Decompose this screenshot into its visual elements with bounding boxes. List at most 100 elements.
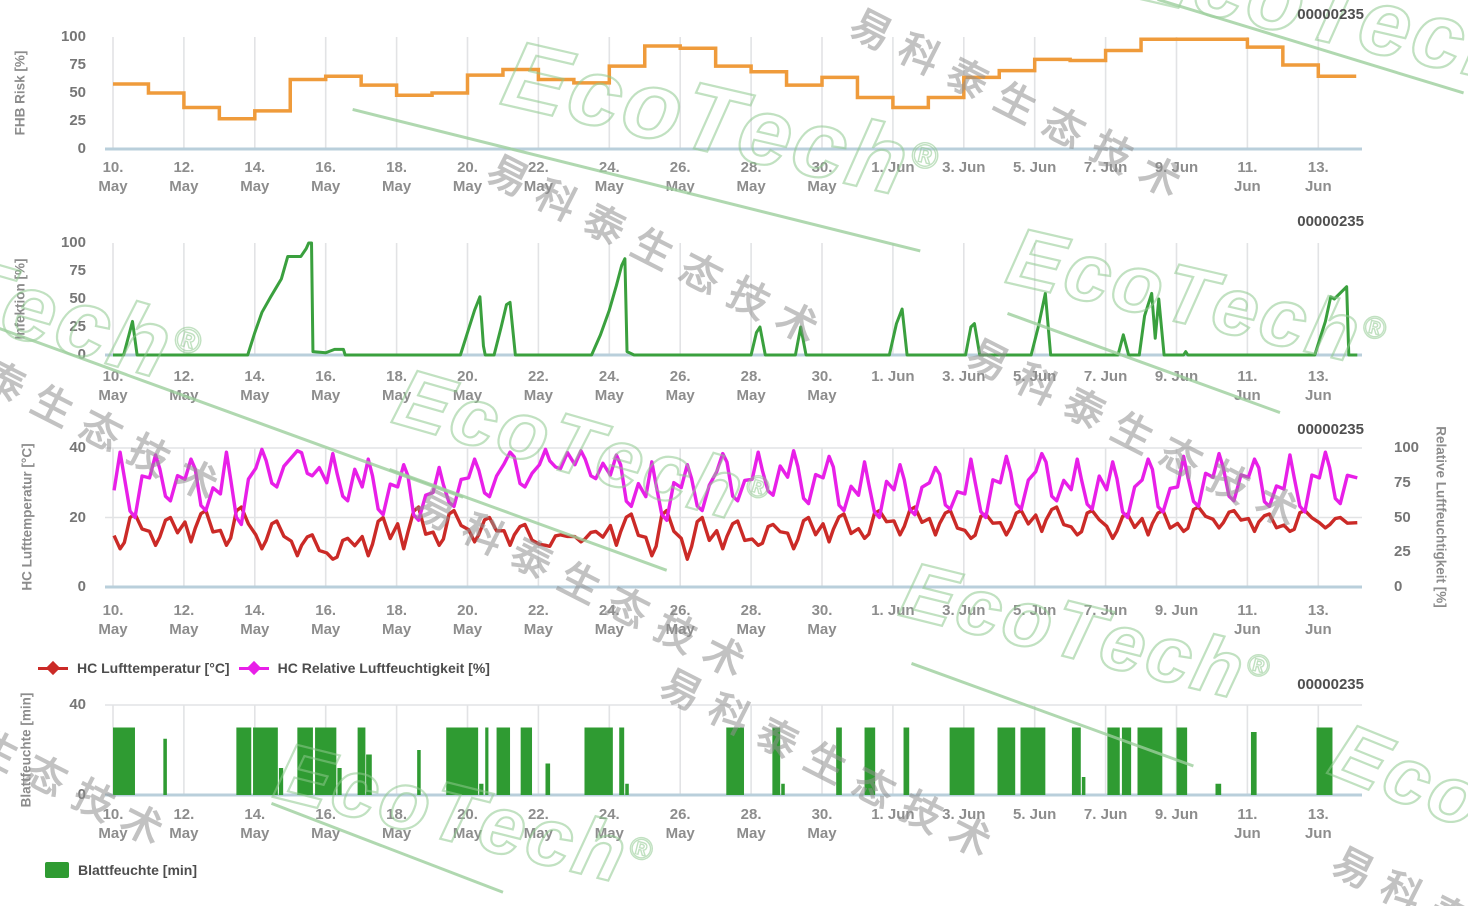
leaf-wetness-bar [545, 763, 551, 795]
chart3-date-label: 3. Jun [942, 602, 986, 619]
leaf-wetness-bar [625, 783, 629, 795]
chart1-date-label: 12. May [169, 159, 199, 195]
chart4-date-label: 16. May [311, 806, 341, 842]
chart1-date-label: 11. Jun [1234, 159, 1261, 195]
chart3-right-ytick-25: 25 [1394, 543, 1411, 561]
leaf-wetness-bar [864, 727, 876, 795]
leaf-wetness-bar [253, 727, 278, 795]
leaf-wetness-bar [1020, 727, 1046, 795]
chart3-date-label: 20. May [452, 602, 483, 638]
chart1-date-label: 28. May [736, 159, 766, 195]
chart1-date-label: 3. Jun [942, 159, 986, 176]
humidity-legend-diamond [246, 660, 261, 676]
humidity-legend-label: HC Relative Luftfeuchtigkeit [%] [277, 660, 490, 676]
chart2-date-label: 24. May [594, 368, 624, 404]
leaf-wetness-bar [781, 783, 785, 795]
leaf-wetness-bar [479, 783, 484, 795]
chart4-ytick-0: 0 [77, 786, 86, 803]
leaf-wetness-bar [417, 750, 421, 795]
chart2-date-label: 22. May [523, 368, 553, 404]
chart3-date-label: 18. May [382, 602, 412, 638]
chart4-date-label: 9. Jun [1154, 806, 1199, 823]
leaf-wetness-bar [1121, 727, 1132, 795]
chart3-date-label: 7. Jun [1083, 602, 1128, 619]
chart3-date-label: 5. Jun [1013, 602, 1057, 619]
chart3-date-label: 24. May [594, 602, 624, 638]
chart1-ytick-75: 75 [69, 56, 86, 73]
chart2-date-label: 12. May [169, 368, 199, 404]
chart1-serial-number: 00000235 [1297, 6, 1364, 23]
chart2-ytick-100: 100 [60, 234, 86, 251]
chart2-date-label: 30. May [807, 368, 837, 404]
leaf-wetness-legend-label: Blattfeuchte [min] [78, 862, 197, 878]
leaf-wetness-bar [1107, 727, 1120, 795]
chart2-date-label: 10. May [98, 368, 128, 404]
chart4-date-label: 12. May [169, 806, 199, 842]
chart2-serial-number: 00000235 [1297, 213, 1364, 230]
chart1-date-label: 9. Jun [1154, 159, 1199, 176]
chart2-date-label: 13. Jun [1304, 368, 1332, 404]
leaf-wetness-bar [337, 768, 342, 795]
chart1-date-label: 20. May [452, 159, 483, 195]
chart3-ytick-0: 0 [77, 578, 86, 595]
chart4-date-label: 24. May [594, 806, 624, 842]
chart3-ytick-40: 40 [69, 439, 86, 456]
chart3-right-ytick-50: 50 [1394, 508, 1411, 526]
chart1-date-label: 5. Jun [1013, 159, 1057, 176]
chart2-ytick-50: 50 [69, 290, 86, 307]
chart1-date-label: 30. May [807, 159, 837, 195]
chart3-right-ytick-75: 75 [1394, 473, 1411, 491]
chart2-date-label: 20. May [452, 368, 483, 404]
chart4-date-label: 13. Jun [1304, 806, 1332, 842]
leaf-wetness-bar [836, 727, 842, 795]
leaf-wetness-bar [315, 727, 337, 795]
leaf-wetness-bar [726, 727, 745, 795]
chart1-date-label: 24. May [594, 159, 624, 195]
chart1-date-label: 13. Jun [1304, 159, 1332, 195]
chart2-date-label: 7. Jun [1083, 368, 1128, 385]
chart2-date-label: 9. Jun [1154, 368, 1199, 385]
chart3-date-label: 11. Jun [1234, 602, 1261, 638]
leaf-wetness-bar [485, 727, 489, 795]
chart1-date-label: 18. May [382, 159, 412, 195]
chart4-date-label: 5. Jun [1013, 806, 1057, 823]
chart1-date-label: 22. May [523, 159, 553, 195]
chart2-ytick-75: 75 [69, 262, 86, 279]
chart2-date-label: 1. Jun [871, 368, 915, 385]
leaf-wetness-bar [520, 727, 533, 795]
chart4-date-label: 28. May [736, 806, 766, 842]
chart2-ytick-25: 25 [69, 318, 86, 335]
leaf-wetness-bar [236, 727, 252, 795]
chart2-date-label: 18. May [382, 368, 412, 404]
leaf-wetness-bar [496, 727, 511, 795]
chart1-date-label: 26. May [665, 159, 695, 195]
leaf-wetness-bar [1071, 727, 1081, 795]
chart1-ytick-25: 25 [69, 112, 86, 129]
chart4-serial-number: 00000235 [1297, 676, 1364, 693]
leaf-wetness-bar [1316, 727, 1333, 795]
chart1-ytick-0: 0 [77, 140, 86, 157]
temperature-legend-label: HC Lufttemperatur [°C] [77, 660, 230, 676]
chart2-date-label: 11. Jun [1234, 368, 1261, 404]
leaf-wetness-bar [113, 727, 135, 795]
chart2-date-label: 28. May [736, 368, 766, 404]
chart4-date-label: 18. May [382, 806, 412, 842]
chart3-date-label: 28. May [736, 602, 766, 638]
chart3-date-label: 9. Jun [1154, 602, 1199, 619]
chart3-ytick-20: 20 [69, 508, 86, 526]
leaf-wetness-bar [163, 738, 167, 795]
leaf-wetness-bar [1081, 777, 1086, 795]
chart2-date-label: 5. Jun [1013, 368, 1057, 385]
chart4-date-label: 20. May [452, 806, 483, 842]
leaf-wetness-bar [949, 727, 975, 795]
leaf-wetness-bar [997, 727, 1016, 795]
leaf-wetness-bar [1215, 783, 1222, 795]
chart1-date-label: 16. May [311, 159, 341, 195]
chart4-date-label: 26. May [665, 806, 695, 842]
leaf-wetness-bar [297, 727, 313, 795]
infektion-line [113, 241, 1358, 357]
chart3-right-ytick-0: 0 [1394, 578, 1403, 595]
leaf-wetness-bar [1137, 727, 1163, 795]
leaf-wetness-bar [619, 727, 625, 795]
